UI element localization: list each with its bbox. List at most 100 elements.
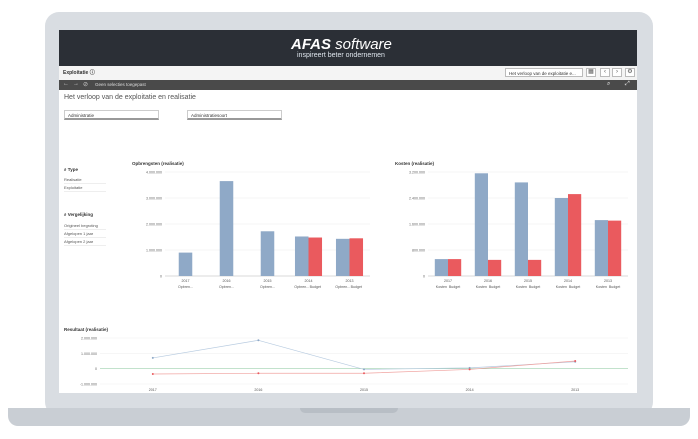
sheet-canvas: Het verloop van de exploitatie en realis… [59,90,637,393]
bar [294,236,309,276]
next-sheet-button[interactable]: › [612,68,622,77]
data-point [574,360,577,362]
data-point [151,373,154,376]
expand-icon[interactable]: ⤢ [625,81,630,87]
bar [308,237,323,276]
bar-label: Kosten [476,285,487,289]
sheet-selector[interactable]: Het verloop van de exploitatie e... [505,68,583,77]
listbox-type-item[interactable]: Exploitatie [64,184,106,192]
selection-bar: ← → ⊘ Geen selecties toegepast ⌕ ⤢ [59,80,637,90]
x-tick-label: 2014 [305,279,313,283]
x-tick-label: 2016 [223,279,231,283]
search-icon: ⌕ [64,212,68,217]
selection-status: Geen selecties toegepast [95,82,146,87]
app-title[interactable]: Exploitatie ⓘ [63,69,95,76]
laptop-base [8,408,690,426]
settings-icon[interactable]: ⚙ [625,68,635,77]
listbox-vergelijking-header: ⌕ Vergelijking [64,212,93,217]
prev-sheet-button[interactable]: ‹ [600,68,610,77]
series-line [152,339,576,370]
resultaat-chart: -1.000.000 0 1.000.000 2.000.000 2017 2016 201… [80,337,628,392]
bar [594,220,608,276]
y-tick-label: 0 [95,367,97,371]
kosten-chart: 0 800.000 1.600.000 2.400.000 3.200.000 Koste… [409,171,628,289]
bar [434,259,448,276]
bar-label: Budget [310,285,321,289]
x-tick-label: 2016 [254,388,262,392]
bar [219,181,234,276]
bar-label: Opbren... [178,285,193,289]
app-screen: AFAS software inspireert beter onderneme… [59,30,637,393]
x-tick-label: 2013 [346,279,354,283]
bar [448,259,462,276]
listbox-type-title: Type [67,167,78,172]
x-tick-label: 2015 [264,279,272,283]
listbox-vergelijking-item[interactable]: Afgelopen 1 jaar [64,230,106,238]
data-point [363,368,365,371]
chart-title-kosten: Kosten (realisatie) [395,161,435,166]
bar [178,252,193,276]
forward-icon[interactable]: → [73,81,79,87]
search-icon[interactable]: ⌕ [607,81,611,87]
x-tick-label: 2015 [360,388,368,392]
chart-title-opbrengsten: Opbrengsten (realisatie) [132,161,184,166]
bar-label: Kosten [516,285,527,289]
y-tick-label: 0 [423,275,425,279]
bar-label: Budget [609,285,620,289]
bar-label: Budget [449,285,460,289]
bar-label: Opbren... [294,285,309,289]
search-icon: ⌕ [64,167,68,172]
y-tick-label: 1.600.000 [409,223,425,227]
back-icon[interactable]: ← [63,81,69,87]
listbox-vergelijking-item[interactable]: Afgelopen 2 jaar [64,238,106,246]
bar-label: Opbren... [260,285,275,289]
sheet-list-icon[interactable]: ▦ [586,68,596,77]
bar-label: Budget [351,285,362,289]
bar-label: Kosten [436,285,447,289]
chart-title-resultaat: Resultaat (realisatie) [64,327,109,332]
brand-bold: AFAS [291,36,332,53]
sheet-title: Het verloop van de exploitatie en realis… [64,94,196,101]
x-tick-label: 2014 [466,388,474,392]
filter-administratie[interactable]: Administratie [64,110,159,120]
y-tick-label: 1.000.000 [146,249,162,253]
bar-label: Budget [489,285,500,289]
bar [528,259,542,276]
data-point [468,366,471,369]
y-tick-label: 3.000.000 [146,197,162,201]
listbox-type-header: ⌕ Type [64,167,78,172]
listbox-vergelijking-title: Vergelijking [67,212,94,217]
bar-label: Kosten [556,285,567,289]
listbox-vergelijking-item[interactable]: Origineel begroting [64,222,106,230]
bar-label: Budget [569,285,580,289]
y-tick-label: 4.000.000 [146,171,162,175]
series-line [152,360,576,375]
bar-label: Opbren... [335,285,350,289]
data-point [257,339,260,342]
x-tick-label: 2017 [444,279,452,283]
app-toolbar: Exploitatie ⓘ Het verloop van de exploit… [59,66,637,81]
bar-label: Budget [529,285,540,289]
bar [474,173,488,276]
info-icon[interactable]: ⓘ [89,70,95,76]
bar [514,182,528,276]
y-tick-label: 3.200.000 [409,171,425,175]
data-point [468,368,471,371]
y-tick-label: 2.000.000 [81,337,97,341]
y-tick-label: 0 [160,275,162,279]
data-point [151,356,154,359]
clear-selection-icon[interactable]: ⊘ [83,82,89,88]
x-tick-label: 2017 [149,388,157,392]
filter-administratiesoort[interactable]: Administratiesoort [187,110,282,120]
bar [335,238,350,276]
y-tick-label: -1.000.000 [80,383,97,387]
bar [568,194,582,276]
data-point [363,372,365,375]
bar [488,259,502,276]
bar [349,238,364,276]
bar-label: Opbren... [219,285,234,289]
x-tick-label: 2014 [564,279,572,283]
x-tick-label: 2017 [182,279,190,283]
x-tick-label: 2013 [604,279,612,283]
listbox-type-item[interactable]: Realisatie [64,176,106,184]
